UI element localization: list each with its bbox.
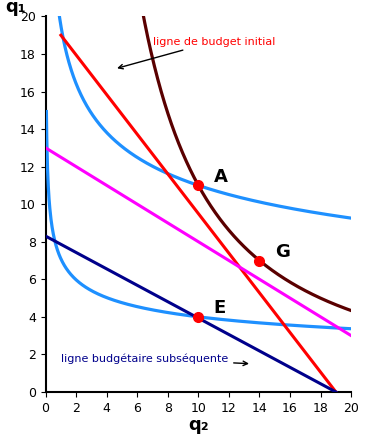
Text: ligne de budget initial: ligne de budget initial [119, 37, 275, 69]
Text: E: E [214, 299, 226, 317]
Text: ligne budgétaire subséquente: ligne budgétaire subséquente [61, 353, 247, 366]
X-axis label: q₂: q₂ [188, 416, 209, 434]
Text: G: G [275, 243, 290, 261]
Y-axis label: q₁: q₁ [5, 0, 25, 16]
Text: A: A [214, 168, 228, 186]
